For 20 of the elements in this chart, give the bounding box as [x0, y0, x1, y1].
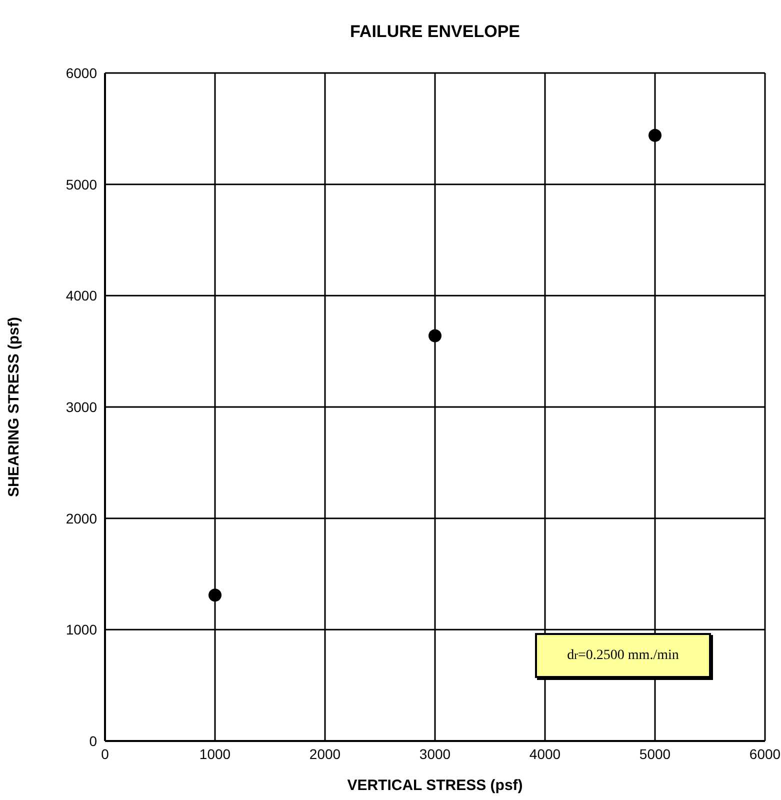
x-tick-label: 1000 — [199, 746, 231, 762]
x-tick-label: 3000 — [419, 746, 451, 762]
x-tick-label: 0 — [101, 746, 110, 762]
x-tick-label: 2000 — [309, 746, 341, 762]
y-axis-title: SHEARING STRESS (psf) — [5, 316, 22, 498]
x-axis-title: VERTICAL STRESS (psf) — [347, 777, 523, 794]
y-tick-label: 4000 — [66, 288, 98, 304]
chart-title: FAILURE ENVELOPE — [348, 22, 522, 42]
point — [428, 329, 442, 342]
y-tick-label: 6000 — [66, 64, 98, 81]
x-tick-label: 4000 — [529, 746, 561, 762]
x-tick-label: 5000 — [639, 746, 671, 762]
point — [648, 128, 662, 142]
y-tick-label: 1000 — [66, 622, 98, 638]
y-tick-label: 3000 — [66, 398, 98, 415]
y-tick-label: 5000 — [66, 176, 98, 192]
y-tick-label: 0 — [89, 732, 98, 749]
x-tick-label: 6000 — [749, 746, 781, 762]
point — [208, 588, 222, 602]
y-tick-label: 2000 — [66, 510, 98, 526]
